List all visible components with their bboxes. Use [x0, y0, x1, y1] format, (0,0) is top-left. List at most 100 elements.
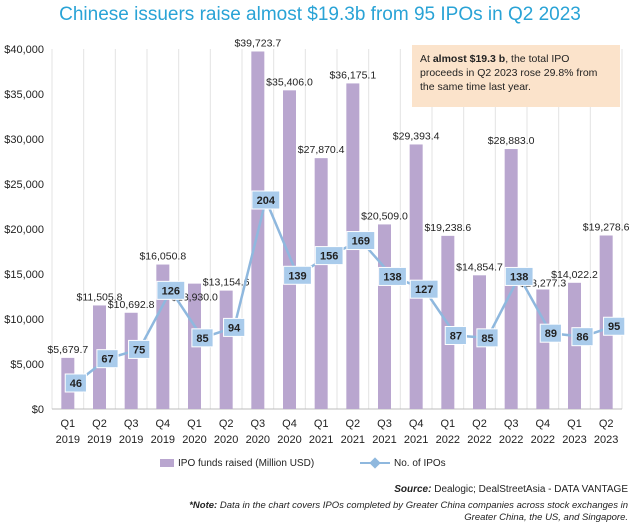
bar-labels: $5,679.7$11,505.8$10,692.8$16,050.8$13,9… — [47, 37, 629, 355]
line-label-box — [223, 317, 246, 337]
bar-label: $14,854.7 — [456, 261, 503, 273]
legend-line-swatch — [360, 458, 390, 468]
bar-label: $19,238.6 — [424, 222, 471, 234]
bar-label: $11,505.8 — [77, 291, 123, 303]
line-label: 127 — [415, 284, 433, 296]
bar-label: $36,175.1 — [329, 69, 376, 81]
source-text: Source: Dealogic; DealStreetAsia - DATA … — [394, 484, 628, 495]
line-label: 139 — [288, 270, 306, 282]
note-label: *Note: — [189, 500, 218, 511]
bar — [314, 158, 328, 409]
x-tick-year: 2023 — [594, 434, 618, 446]
bar-label: $20,509.0 — [361, 210, 408, 222]
x-tick-quarter: Q1 — [567, 418, 582, 430]
footnote: *Note: Data in the chart covers IPOs com… — [188, 500, 628, 524]
bar-label: $19,278.6 — [583, 221, 630, 233]
line-label: 89 — [545, 328, 557, 340]
y-tick-label: $0 — [32, 404, 44, 416]
line-label: 95 — [608, 321, 620, 333]
x-tick-quarter: Q2 — [599, 418, 614, 430]
x-tick-year: 2022 — [467, 434, 491, 446]
legend-item-bars: IPO funds raised (Million USD) — [160, 458, 314, 469]
chart-title: Chinese issuers raise almost $19.3b from… — [59, 4, 581, 25]
y-tick-label: $30,000 — [4, 134, 44, 146]
x-tick-year: 2022 — [436, 434, 460, 446]
source-body: Dealogic; DealStreetAsia - DATA VANTAGE — [431, 484, 628, 495]
line-label-box — [251, 190, 281, 210]
line-label-box — [444, 326, 467, 346]
bar — [219, 290, 233, 409]
y-tick-label: $25,000 — [4, 179, 44, 191]
bar-label: $28,883.0 — [488, 135, 535, 147]
x-tick-year: 2022 — [531, 434, 555, 446]
x-tick-quarter: Q3 — [377, 418, 392, 430]
bar — [378, 224, 391, 409]
x-tick-year: 2020 — [214, 434, 238, 446]
bar — [124, 312, 138, 409]
x-tick-quarter: Q3 — [504, 418, 519, 430]
x-tick-quarter: Q2 — [219, 418, 234, 430]
y-tick-label: $10,000 — [4, 314, 44, 326]
line-label: 46 — [70, 378, 82, 390]
line-label-box — [539, 323, 562, 343]
line-label: 138 — [510, 271, 528, 283]
line-label: 138 — [383, 271, 401, 283]
bar-label: $35,406.0 — [266, 76, 313, 88]
line-label: 169 — [352, 236, 370, 248]
x-tick-quarter: Q1 — [314, 418, 329, 430]
line-label-box — [603, 316, 626, 336]
x-tick-year: 2020 — [246, 434, 270, 446]
x-tick-year: 2021 — [309, 434, 333, 446]
bar — [409, 144, 423, 409]
x-tick-year: 2020 — [277, 434, 301, 446]
line-label-box — [378, 266, 407, 286]
x-tick-quarter: Q4 — [282, 418, 297, 430]
line-label-box — [504, 266, 534, 286]
x-tick-year: 2021 — [372, 434, 396, 446]
legend-bar-label: IPO funds raised (Million USD) — [178, 458, 315, 469]
bar-label: $39,723.7 — [234, 37, 281, 49]
note-body: Data in the chart covers IPOs completed … — [217, 500, 628, 523]
line-series: 46 67 75 126 85 94 204 139 156 169 138 127 87 85 138 89… — [64, 190, 626, 393]
x-axis: Q1 2019 Q2 2019 Q3 2019 Q4 2019 Q1 2020 Q2 2020 Q3 20… — [56, 418, 619, 446]
y-tick-label: $15,000 — [4, 269, 44, 281]
y-tick-label: $35,000 — [4, 89, 44, 101]
bar-label: $10,692.8 — [108, 299, 155, 311]
line-label: 67 — [101, 354, 113, 366]
bar-label: $5,679.7 — [47, 344, 88, 356]
line-label: 85 — [481, 333, 493, 345]
legend-line-label: No. of IPOs — [394, 458, 446, 469]
x-tick-quarter: Q2 — [345, 418, 360, 430]
x-tick-quarter: Q2 — [92, 418, 107, 430]
bar-label: $14,022.2 — [551, 269, 598, 281]
callout-prefix: At — [420, 53, 433, 65]
line-label-box — [156, 280, 186, 300]
line-label-box — [476, 328, 499, 348]
x-tick-quarter: Q2 — [472, 418, 487, 430]
x-tick-quarter: Q4 — [535, 418, 550, 430]
line-label-box — [191, 328, 214, 348]
line-label-box — [409, 279, 439, 299]
x-tick-year: 2023 — [562, 434, 586, 446]
x-tick-quarter: Q1 — [60, 418, 75, 430]
x-tick-year: 2021 — [341, 434, 365, 446]
x-tick-year: 2022 — [499, 434, 523, 446]
x-tick-quarter: Q4 — [409, 418, 424, 430]
x-tick-year: 2019 — [56, 434, 80, 446]
line-label: 87 — [450, 331, 462, 343]
y-axis: $0 $5,000 $10,000 $15,000 $20,000 $25,000 $30,… — [4, 44, 44, 416]
callout-highlight: almost $19.3 b — [432, 53, 506, 65]
x-tick-year: 2019 — [119, 434, 143, 446]
line-label: 75 — [133, 344, 145, 356]
callout-box: At almost $19.3 b, the total IPO proceed… — [412, 45, 620, 107]
bar-label: $13,154.6 — [203, 277, 250, 289]
x-tick-quarter: Q1 — [440, 418, 455, 430]
bar-label: $29,393.4 — [393, 130, 440, 142]
callout-text: , the total IPO proceeds in Q2 2023 rose… — [420, 53, 598, 93]
source-label: Source: — [394, 484, 432, 495]
x-tick-quarter: Q4 — [155, 418, 170, 430]
line-label: 86 — [576, 332, 588, 344]
line-label-box — [346, 231, 376, 251]
x-tick-year: 2019 — [151, 434, 175, 446]
